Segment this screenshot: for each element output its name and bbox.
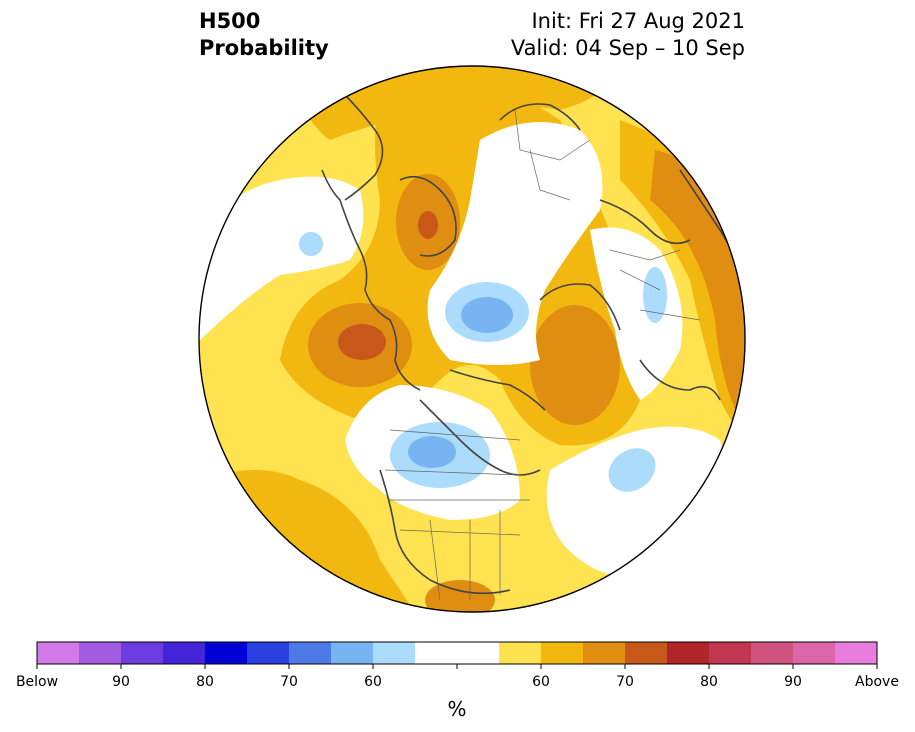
- colorbar-cell: [247, 642, 290, 664]
- colorbar-cell: [79, 642, 122, 664]
- colorbar-tick-label: 80: [700, 674, 718, 690]
- colorbar-cell: [163, 642, 206, 664]
- colorbar-cell: [331, 642, 374, 664]
- colorbar-cell: [499, 642, 542, 664]
- colorbar-cell: [415, 642, 458, 664]
- colorbar-cell: [709, 642, 752, 664]
- colorbar-cell: [373, 642, 416, 664]
- colorbar-tick-label: 70: [616, 674, 634, 690]
- colorbar-unit: %: [447, 697, 467, 721]
- below-mid-pole: [461, 297, 513, 333]
- below-light-atlantic: [608, 448, 656, 492]
- colorbar-tick-label: 70: [280, 674, 298, 690]
- colorbar-cells: [37, 642, 878, 664]
- colorbar-cell: [583, 642, 626, 664]
- colorbar-ticks: [36, 664, 878, 669]
- colorbar-tick-label: Below: [15, 674, 59, 690]
- colorbar: [36, 641, 878, 669]
- colorbar-cell: [37, 642, 80, 664]
- below-light-pacific: [299, 232, 323, 256]
- colorbar-cell: [205, 642, 248, 664]
- borders: [384, 109, 701, 601]
- colorbar-tick-label: 90: [112, 674, 130, 690]
- polar-map: [198, 65, 746, 613]
- init-date: Init: Fri 27 Aug 2021: [531, 9, 745, 33]
- colorbar-tick-label: Above: [855, 674, 899, 690]
- globe-outline: [198, 65, 746, 613]
- above-strong-mid: [530, 305, 620, 425]
- map-title: H500 Probability: [199, 8, 329, 62]
- colorbar-cell: [289, 642, 332, 664]
- colorbar-cell: [457, 642, 500, 664]
- variable-label: H500: [199, 9, 261, 33]
- colorbar-tick-label: 60: [364, 674, 382, 690]
- product-label: Probability: [199, 36, 329, 60]
- colorbar-tick-label: 90: [784, 674, 802, 690]
- above-stronger-labrador: [418, 211, 438, 239]
- forecast-dates: Init: Fri 27 Aug 2021 Valid: 04 Sep – 10…: [511, 8, 745, 62]
- valid-range: Valid: 04 Sep – 10 Sep: [510, 36, 745, 60]
- colorbar-tick-label: 60: [532, 674, 550, 690]
- colorbar-cell: [835, 642, 878, 664]
- colorbar-cell: [625, 642, 668, 664]
- colorbar-cell: [667, 642, 710, 664]
- below-mid-canada: [408, 436, 456, 468]
- colorbar-tick-label: 80: [196, 674, 214, 690]
- colorbar-cell: [121, 642, 164, 664]
- colorbar-cell: [541, 642, 584, 664]
- colorbar-cell: [751, 642, 794, 664]
- neutral-north-pacific: [199, 176, 364, 350]
- colorbar-cell: [793, 642, 836, 664]
- above-stronger-west: [338, 324, 386, 360]
- below-light-siberia: [643, 267, 667, 323]
